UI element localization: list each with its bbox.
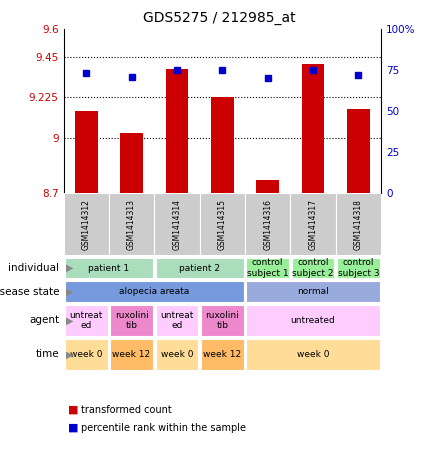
Text: disease state: disease state	[0, 286, 59, 297]
Bar	[302, 64, 325, 193]
Bar	[246, 305, 380, 336]
Bar	[246, 339, 380, 370]
Text: GSM1414315: GSM1414315	[218, 199, 227, 250]
Text: transformed count: transformed count	[81, 405, 172, 415]
Text: ■: ■	[68, 423, 78, 433]
Text: untreat
ed: untreat ed	[160, 311, 194, 330]
Text: ■: ■	[68, 405, 78, 415]
Bar	[75, 111, 98, 193]
Bar	[65, 258, 153, 278]
Text: week 0: week 0	[70, 350, 102, 359]
Bar	[110, 339, 153, 370]
Bar	[211, 97, 233, 193]
Bar	[65, 339, 107, 370]
Text: patient 2: patient 2	[179, 264, 220, 273]
Text: GSM1414318: GSM1414318	[354, 199, 363, 250]
Text: individual: individual	[8, 263, 59, 273]
Text: week 0: week 0	[161, 350, 193, 359]
Text: ▶: ▶	[66, 263, 73, 273]
Text: alopecia areata: alopecia areata	[119, 287, 189, 296]
Text: patient 1: patient 1	[88, 264, 130, 273]
Text: ruxolini
tib: ruxolini tib	[205, 311, 239, 330]
Bar	[120, 133, 143, 193]
Text: percentile rank within the sample: percentile rank within the sample	[81, 423, 246, 433]
Text: ruxolini
tib: ruxolini tib	[115, 311, 148, 330]
Text: GSM1414316: GSM1414316	[263, 199, 272, 250]
Text: untreated: untreated	[291, 316, 336, 325]
Bar	[292, 258, 334, 278]
Bar	[64, 193, 109, 255]
Bar	[337, 258, 380, 278]
Text: ▶: ▶	[66, 315, 73, 326]
Text: GSM1414317: GSM1414317	[308, 199, 318, 250]
Bar	[110, 305, 153, 336]
Text: agent: agent	[29, 315, 59, 326]
Bar	[246, 258, 289, 278]
Text: GSM1414314: GSM1414314	[173, 199, 181, 250]
Text: ▶: ▶	[66, 349, 73, 360]
Bar	[245, 193, 290, 255]
Bar	[166, 69, 188, 193]
Text: GSM1414313: GSM1414313	[127, 199, 136, 250]
Text: normal: normal	[297, 287, 329, 296]
Bar	[109, 193, 154, 255]
Text: ▶: ▶	[66, 286, 73, 297]
Bar	[155, 258, 244, 278]
Bar	[154, 193, 200, 255]
Bar	[246, 281, 380, 302]
Bar	[65, 281, 244, 302]
Text: week 12: week 12	[203, 350, 241, 359]
Bar	[155, 305, 198, 336]
Bar	[347, 109, 370, 193]
Bar	[256, 180, 279, 193]
Bar	[200, 193, 245, 255]
Text: GDS5275 / 212985_at: GDS5275 / 212985_at	[143, 11, 295, 25]
Bar	[201, 339, 244, 370]
Text: control
subject 3: control subject 3	[338, 259, 379, 278]
Bar	[155, 339, 198, 370]
Text: control
subject 2: control subject 2	[292, 259, 334, 278]
Bar	[65, 305, 107, 336]
Text: untreat
ed: untreat ed	[70, 311, 103, 330]
Bar	[336, 193, 381, 255]
Text: time: time	[35, 349, 59, 360]
Text: GSM1414312: GSM1414312	[82, 199, 91, 250]
Text: week 0: week 0	[297, 350, 329, 359]
Bar	[201, 305, 244, 336]
Text: control
subject 1: control subject 1	[247, 259, 289, 278]
Text: week 12: week 12	[113, 350, 151, 359]
Bar	[290, 193, 336, 255]
